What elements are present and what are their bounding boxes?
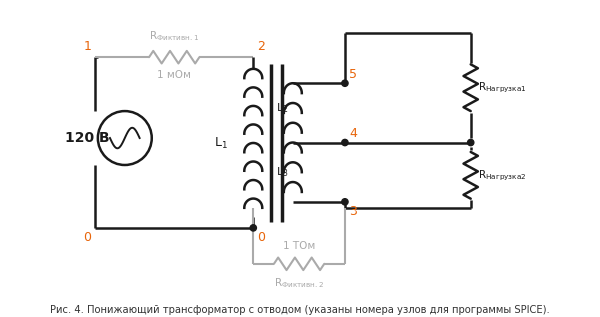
Text: 120 В: 120 В xyxy=(65,131,109,145)
Text: 1 мОм: 1 мОм xyxy=(157,70,191,80)
Circle shape xyxy=(342,199,348,205)
Text: L$_{\mathsf{1}}$: L$_{\mathsf{1}}$ xyxy=(214,135,228,151)
Text: 5: 5 xyxy=(349,68,358,81)
Text: L$_{\mathsf{3}}$: L$_{\mathsf{3}}$ xyxy=(276,165,289,179)
Text: R$_{\mathsf{Фиктивн.2}}$: R$_{\mathsf{Фиктивн.2}}$ xyxy=(274,276,324,290)
Text: 3: 3 xyxy=(349,204,357,217)
Text: 1 ТОм: 1 ТОм xyxy=(283,241,315,251)
Text: Рис. 4. Понижающий трансформатор с отводом (указаны номера узлов для программы S: Рис. 4. Понижающий трансформатор с отвод… xyxy=(50,305,550,315)
Text: R$_{\mathsf{Фиктивн.1}}$: R$_{\mathsf{Фиктивн.1}}$ xyxy=(149,29,199,43)
Circle shape xyxy=(342,80,348,86)
Text: 4: 4 xyxy=(349,127,357,140)
Text: 0: 0 xyxy=(257,231,265,244)
Circle shape xyxy=(342,139,348,146)
Text: L$_{\mathsf{2}}$: L$_{\mathsf{2}}$ xyxy=(276,101,289,115)
Text: 2: 2 xyxy=(257,40,265,53)
Text: 0: 0 xyxy=(83,231,92,244)
Text: R$_{\mathsf{Нагрузка2}}$: R$_{\mathsf{Нагрузка2}}$ xyxy=(478,168,526,183)
Text: R$_{\mathsf{Нагрузка1}}$: R$_{\mathsf{Нагрузка1}}$ xyxy=(478,81,527,95)
Circle shape xyxy=(250,225,256,231)
Text: 1: 1 xyxy=(83,40,92,53)
Circle shape xyxy=(467,139,474,146)
